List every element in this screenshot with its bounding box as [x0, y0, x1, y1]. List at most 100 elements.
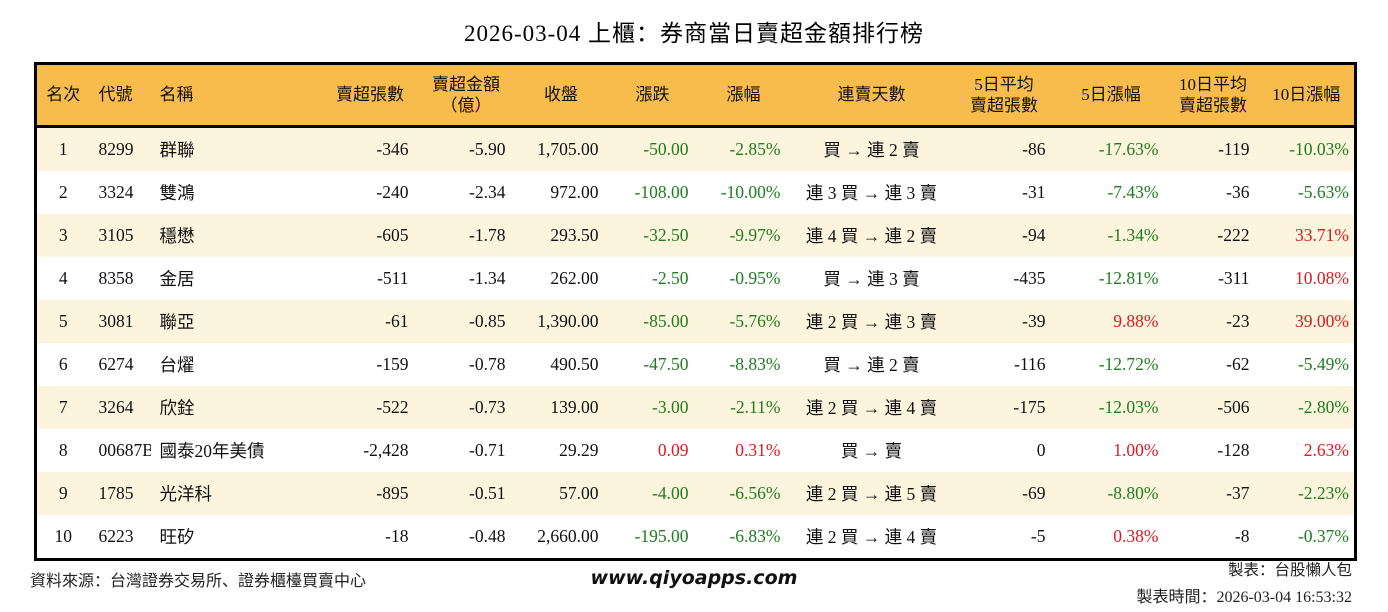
change-percent: -8.83% [729, 354, 781, 374]
avg10-sell-volume: -506 [1217, 397, 1250, 417]
streak-days: 連 4 買 → 連 2 賣 [805, 226, 938, 246]
avg10-sell-volume: -37 [1226, 483, 1250, 503]
streak-days: 買 → 連 3 賣 [823, 269, 920, 289]
change5-percent: -17.63% [1098, 139, 1159, 159]
avg5-sell-volume: -175 [1013, 397, 1046, 417]
streak-days: 買 → 連 2 賣 [823, 355, 920, 375]
price-change: -2.50 [652, 268, 689, 288]
close-price: 293.50 [550, 225, 599, 245]
avg5-sell-volume: -116 [1014, 354, 1046, 374]
price-change: -32.50 [643, 225, 689, 245]
sell-amount: -5.90 [469, 139, 506, 159]
streak-days: 買 → 連 2 賣 [823, 140, 920, 160]
col-header-change-pct: 漲幅 [697, 63, 790, 128]
table-row: 5 3081 聯亞 -61 -0.85 1,390.00 -85.00 -5.7… [35, 300, 1356, 343]
rank-cell: 8 [58, 440, 68, 460]
stock-code: 8358 [98, 268, 134, 288]
stock-code: 3081 [98, 311, 134, 331]
change10-percent: 33.71% [1295, 225, 1349, 245]
streak-days: 連 3 買 → 連 3 賣 [805, 183, 938, 203]
col-header-pct10: 10日漲幅 [1258, 63, 1356, 128]
change5-percent: 9.88% [1113, 311, 1159, 331]
change5-percent: -7.43% [1107, 182, 1159, 202]
sell-amount: -0.78 [469, 354, 506, 374]
streak-days: 連 2 買 → 連 4 賣 [805, 398, 938, 418]
table-header: 名次 代號 名稱 賣超張數 賣超金額 （億） 收盤 漲跌 漲幅 連賣天數 5日平… [35, 63, 1356, 128]
rank-cell: 10 [54, 526, 73, 546]
stock-code: 1785 [98, 483, 134, 503]
change10-percent: 39.00% [1295, 311, 1349, 331]
change5-percent: -8.80% [1107, 483, 1159, 503]
avg5-sell-volume: -39 [1022, 311, 1046, 331]
col-header-streak: 連賣天數 [789, 63, 954, 128]
stock-name: 雙鴻 [159, 183, 195, 203]
change10-percent: 10.08% [1295, 268, 1349, 288]
close-price: 29.29 [559, 440, 599, 460]
rank-cell: 1 [58, 139, 68, 159]
table-row: 10 6223 旺矽 -18 -0.48 2,660.00 -195.00 -6… [35, 515, 1356, 560]
stock-code: 3324 [98, 182, 134, 202]
table-row: 3 3105 穩懋 -605 -1.78 293.50 -32.50 -9.97… [35, 214, 1356, 257]
change-percent: -9.97% [729, 225, 781, 245]
sell-volume: -605 [376, 225, 409, 245]
avg5-sell-volume: -5 [1030, 526, 1046, 546]
sell-volume: -522 [376, 397, 409, 417]
avg10-sell-volume: -23 [1226, 311, 1250, 331]
stock-name: 國泰20年美債 [159, 441, 265, 461]
sell-amount: -1.78 [469, 225, 506, 245]
table-row: 4 8358 金居 -511 -1.34 262.00 -2.50 -0.95%… [35, 257, 1356, 300]
stock-code: 3105 [98, 225, 134, 245]
table-body: 1 8299 群聯 -346 -5.90 1,705.00 -50.00 -2.… [35, 126, 1356, 560]
avg10-sell-volume: -8 [1234, 526, 1250, 546]
rank-cell: 3 [58, 225, 68, 245]
price-change: -85.00 [643, 311, 689, 331]
stock-name: 群聯 [159, 140, 195, 160]
change-percent: -10.00% [720, 182, 781, 202]
table-row: 2 3324 雙鴻 -240 -2.34 972.00 -108.00 -10.… [35, 171, 1356, 214]
stock-name: 光洋科 [159, 484, 213, 504]
rank-cell: 5 [58, 311, 68, 331]
col-header-name: 名稱 [150, 63, 323, 128]
avg5-sell-volume: -94 [1022, 225, 1046, 245]
change-percent: -2.85% [729, 139, 781, 159]
avg10-sell-volume: -222 [1217, 225, 1250, 245]
price-change: -108.00 [634, 182, 689, 202]
data-source: 資料來源：台灣證券交易所、證券櫃檯買賣中心 [30, 573, 367, 590]
sell-amount: -0.85 [469, 311, 506, 331]
change5-percent: -12.03% [1098, 397, 1159, 417]
table-row: 6 6274 台燿 -159 -0.78 490.50 -47.50 -8.83… [35, 343, 1356, 386]
stock-name: 旺矽 [159, 527, 195, 547]
change5-percent: 0.38% [1113, 526, 1159, 546]
change10-percent: 2.63% [1303, 440, 1349, 460]
sell-volume: -511 [377, 268, 409, 288]
close-price: 1,705.00 [537, 139, 599, 159]
price-change: -47.50 [643, 354, 689, 374]
avg5-sell-volume: 0 [1036, 440, 1046, 460]
change10-percent: -5.49% [1297, 354, 1349, 374]
col-header-avg5-volume: 5日平均 賣超張數 [953, 63, 1055, 128]
stock-name: 金居 [159, 269, 195, 289]
change-percent: -6.56% [729, 483, 781, 503]
change-percent: 0.31% [735, 440, 781, 460]
col-header-pct5: 5日漲幅 [1054, 63, 1168, 128]
avg5-sell-volume: -435 [1013, 268, 1046, 288]
stock-name: 台燿 [159, 355, 195, 375]
price-change: -195.00 [634, 526, 689, 546]
stock-code: 3264 [98, 397, 134, 417]
ranking-table: 名次 代號 名稱 賣超張數 賣超金額 （億） 收盤 漲跌 漲幅 連賣天數 5日平… [34, 62, 1357, 561]
change5-percent: 1.00% [1113, 440, 1159, 460]
header-row: 名次 代號 名稱 賣超張數 賣超金額 （億） 收盤 漲跌 漲幅 連賣天數 5日平… [35, 63, 1356, 128]
sell-amount: -0.71 [469, 440, 506, 460]
rank-cell: 7 [58, 397, 68, 417]
change10-percent: -0.37% [1297, 526, 1349, 546]
stock-code: 8299 [98, 139, 134, 159]
website-link[interactable]: www.qiyoapps.com [590, 567, 798, 589]
streak-days: 連 2 買 → 連 3 賣 [805, 312, 938, 332]
avg10-sell-volume: -128 [1217, 440, 1250, 460]
sell-volume: -240 [376, 182, 409, 202]
table-row: 9 1785 光洋科 -895 -0.51 57.00 -4.00 -6.56%… [35, 472, 1356, 515]
streak-days: 買 → 賣 [840, 441, 903, 461]
sell-amount: -0.48 [469, 526, 506, 546]
price-change: -4.00 [652, 483, 689, 503]
sell-amount: -0.73 [469, 397, 506, 417]
